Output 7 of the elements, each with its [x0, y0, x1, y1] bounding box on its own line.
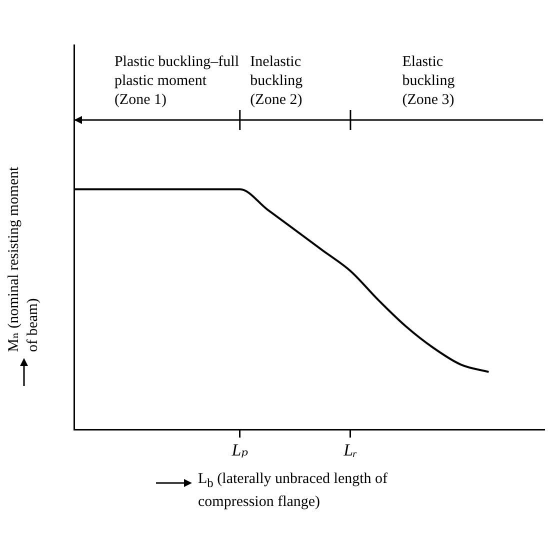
x-tick-label: Lᵣ — [342, 440, 358, 460]
y-axis-title: Mₙ (nominal resisting moment of beam) — [5, 166, 42, 352]
text: Plastic buckling–full plastic moment (Zone 1) — [114, 53, 240, 110]
x-tick-label: Lₚ — [230, 440, 248, 460]
text: Inelastic buckling (Zone 2) — [250, 53, 304, 110]
text: Elastic buckling (Zone 3) — [402, 53, 456, 110]
x-axis-title: L$_{b}$ (laterally unbraced length of compression flange) — [198, 470, 389, 512]
